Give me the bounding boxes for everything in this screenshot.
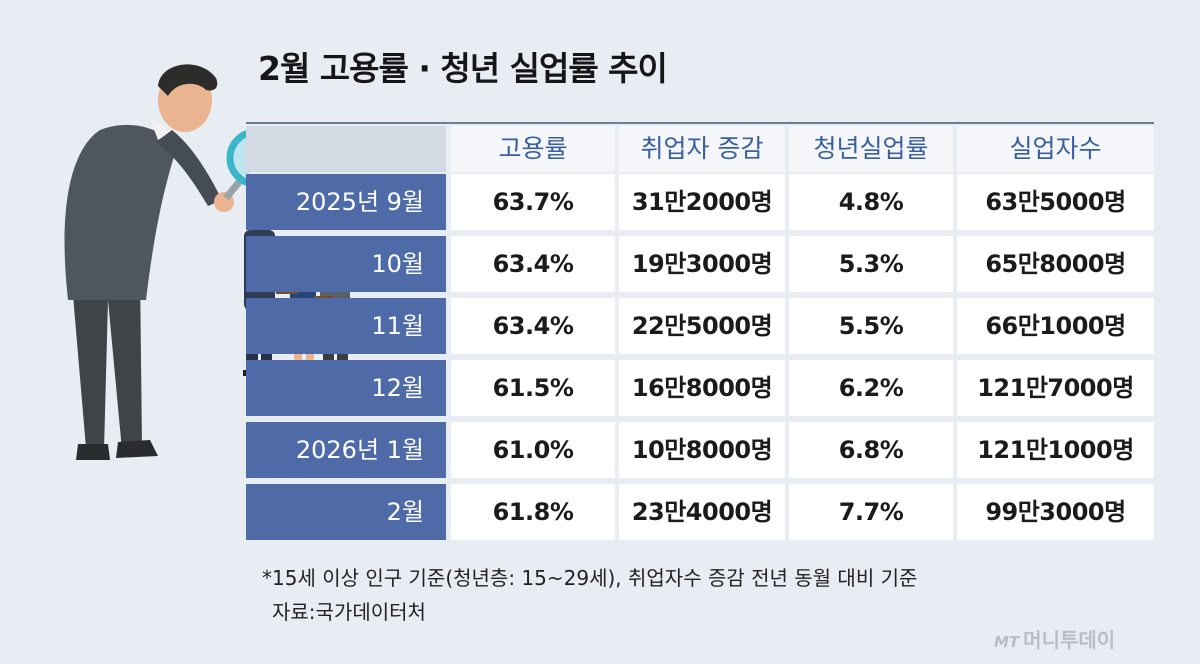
cell-youth-unemployment: 6.8% bbox=[789, 422, 953, 478]
cell-employment-rate: 61.8% bbox=[451, 484, 615, 540]
cell-employed-change: 22만5000명 bbox=[619, 298, 785, 354]
cell-youth-unemployment: 5.5% bbox=[789, 298, 953, 354]
cell-unemployed-count: 63만5000명 bbox=[957, 174, 1154, 230]
table-row: 2026년 1월 61.0% 10만8000명 6.8% 121만1000명 bbox=[246, 422, 1154, 478]
cell-youth-unemployment: 6.2% bbox=[789, 360, 953, 416]
cell-employment-rate: 61.0% bbox=[451, 422, 615, 478]
row-label: 2025년 9월 bbox=[246, 174, 446, 230]
header-corner bbox=[246, 126, 446, 172]
table-row: 11월 63.4% 22만5000명 5.5% 66만1000명 bbox=[246, 298, 1154, 354]
cell-unemployed-count: 99만3000명 bbox=[957, 484, 1154, 540]
businessman-figure bbox=[64, 64, 250, 460]
row-label: 12월 bbox=[246, 360, 446, 416]
cell-youth-unemployment: 5.3% bbox=[789, 236, 953, 292]
cell-employment-rate: 63.7% bbox=[451, 174, 615, 230]
cell-employed-change: 23만4000명 bbox=[619, 484, 785, 540]
cell-employed-change: 31만2000명 bbox=[619, 174, 785, 230]
row-label: 10월 bbox=[246, 236, 446, 292]
column-header-employment-rate: 고용률 bbox=[451, 126, 615, 172]
cell-employment-rate: 63.4% bbox=[451, 298, 615, 354]
table-row: 12월 61.5% 16만8000명 6.2% 121만7000명 bbox=[246, 360, 1154, 416]
table-header: 고용률 취업자 증감 청년실업률 실업자수 bbox=[246, 122, 1154, 174]
row-label: 2026년 1월 bbox=[246, 422, 446, 478]
source-credit: 자료:국가데이터처 bbox=[272, 600, 426, 624]
cell-unemployed-count: 66만1000명 bbox=[957, 298, 1154, 354]
cell-employment-rate: 61.5% bbox=[451, 360, 615, 416]
cell-employed-change: 16만8000명 bbox=[619, 360, 785, 416]
footnote: *15세 이상 인구 기준(청년층: 15~29세), 취업자수 증감 전년 동… bbox=[262, 566, 918, 590]
logo-mt: MT bbox=[994, 633, 1020, 651]
column-header-unemployed-count: 실업자수 bbox=[957, 126, 1154, 172]
logo-name: 머니투데이 bbox=[1023, 628, 1116, 652]
cell-employed-change: 19만3000명 bbox=[619, 236, 785, 292]
row-label: 2월 bbox=[246, 484, 446, 540]
cell-unemployed-count: 121만1000명 bbox=[957, 422, 1154, 478]
cell-youth-unemployment: 7.7% bbox=[789, 484, 953, 540]
table-row: 10월 63.4% 19만3000명 5.3% 65만8000명 bbox=[246, 236, 1154, 292]
cell-unemployed-count: 121만7000명 bbox=[957, 360, 1154, 416]
cell-employed-change: 10만8000명 bbox=[619, 422, 785, 478]
column-header-youth-unemployment: 청년실업률 bbox=[789, 126, 953, 172]
column-header-employed-change: 취업자 증감 bbox=[619, 126, 785, 172]
publisher-logo: MT 머니투데이 bbox=[994, 624, 1115, 653]
row-label: 11월 bbox=[246, 298, 446, 354]
cell-unemployed-count: 65만8000명 bbox=[957, 236, 1154, 292]
cell-youth-unemployment: 4.8% bbox=[789, 174, 953, 230]
table-row: 2월 61.8% 23만4000명 7.7% 99만3000명 bbox=[246, 484, 1154, 540]
cell-employment-rate: 63.4% bbox=[451, 236, 615, 292]
chart-title: 2월 고용률 · 청년 실업률 추이 bbox=[258, 49, 668, 88]
table-row: 2025년 9월 63.7% 31만2000명 4.8% 63만5000명 bbox=[246, 174, 1154, 230]
businessman-with-magnifier-icon bbox=[64, 64, 250, 460]
